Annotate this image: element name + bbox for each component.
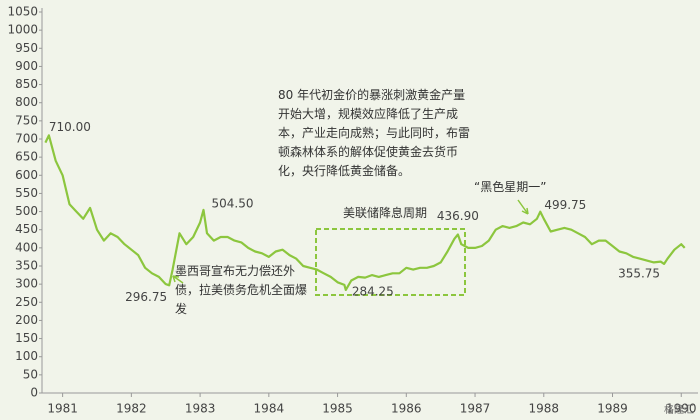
y-tick-label: 450 [15,222,38,236]
value-label: 499.75 [544,198,586,212]
arrow [172,275,184,284]
x-tick-label: 1989 [597,402,628,416]
value-label: 504.50 [212,196,254,210]
x-tick-label: 1982 [116,402,147,416]
x-tick-label: 1987 [460,402,491,416]
x-tick-label: 1990 [666,402,697,416]
annotation-note: “黑色星期一” [474,180,547,194]
value-label: 436.90 [437,209,479,223]
y-tick-label: 750 [15,113,38,127]
annotation-note: 80 年代初金价的暴涨刺激黄金产量开始大增，规模效应降低了生产成本，产业走向成熟… [278,88,471,178]
annotation-note: 墨西哥宣布无力偿还外债，拉美债务危机全面爆发 [175,264,308,316]
value-label: 355.75 [618,266,660,280]
highlight-box [315,228,466,296]
x-tick-label: 1988 [529,402,560,416]
x-tick-label: 1984 [254,402,285,416]
y-tick-label: 400 [15,240,38,254]
watermark: 格隆汇 [664,405,694,416]
value-label: 284.25 [352,284,394,298]
y-tick-label: 950 [15,41,38,55]
y-tick-label: 700 [15,132,38,146]
value-label: 296.75 [125,290,167,304]
y-tick-label: 200 [15,313,38,327]
arrow [517,199,529,215]
x-tick-label: 1981 [47,402,78,416]
y-tick-label: 850 [15,77,38,91]
y-tick-label: 50 [23,367,38,381]
y-tick-label: 1000 [7,23,38,37]
y-tick-label: 350 [15,259,38,273]
y-tick-label: 100 [15,349,38,363]
y-tick-label: 0 [30,386,38,400]
y-tick-label: 150 [15,331,38,345]
x-tick-label: 1986 [391,402,422,416]
y-tick-label: 900 [15,59,38,73]
x-tick-label: 1983 [185,402,216,416]
y-tick-label: 600 [15,168,38,182]
y-tick-label: 650 [15,150,38,164]
y-tick-label: 500 [15,204,38,218]
y-tick-label: 250 [15,295,38,309]
y-tick-label: 550 [15,186,38,200]
x-tick-label: 1985 [322,402,353,416]
y-tick-label: 1050 [7,5,38,19]
annotation-note: 美联储降息周期 [343,206,428,220]
y-tick-label: 300 [15,277,38,291]
y-tick-label: 800 [15,95,38,109]
value-label: 710.00 [49,120,91,134]
line [44,134,686,291]
